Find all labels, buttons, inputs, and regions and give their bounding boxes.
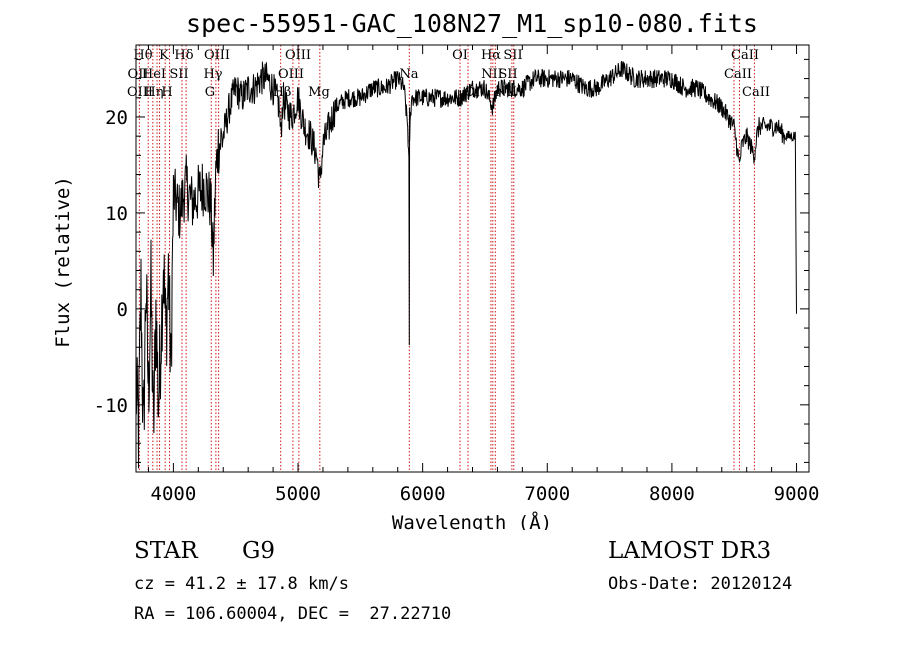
x-tick-label: 7000: [524, 483, 570, 505]
y-tick-label: 20: [105, 107, 128, 129]
spectrum-chart: 4000 5000 6000 7000 8000 9000 -10 0 10 20 Hθ K Hδ OI…: [52, 9, 820, 530]
line-label: CaII: [731, 48, 759, 63]
line-label: NII: [481, 67, 503, 82]
line-label: Hη: [144, 85, 163, 100]
line-label: Hγ: [203, 67, 222, 82]
line-label: Hδ: [174, 48, 193, 63]
line-label: OIII: [278, 67, 304, 82]
object-type: STAR: [134, 538, 198, 564]
line-label: SII: [498, 67, 517, 82]
line-label: NII: [495, 85, 517, 100]
x-tick-label: 9000: [774, 483, 820, 505]
x-tick-label: 8000: [649, 483, 695, 505]
spectrum-line: [135, 60, 797, 469]
spectrum-series: [135, 60, 797, 469]
spectral-line-markers: [138, 45, 755, 472]
line-label: OIII: [204, 48, 230, 63]
line-label: SII: [503, 48, 522, 63]
line-label: Mg: [308, 85, 330, 100]
line-label: Hα: [481, 48, 501, 63]
line-label: OI: [452, 48, 468, 63]
line-label: CaII: [724, 67, 752, 82]
line-label: G: [205, 85, 215, 100]
line-label: OII: [128, 67, 149, 82]
x-tick-label: 6000: [400, 483, 446, 505]
line-label: OIII: [127, 85, 153, 100]
line-label: Hβ: [273, 85, 292, 100]
plot-frame: [135, 44, 810, 473]
line-label: K: [159, 48, 169, 63]
line-label: H: [161, 85, 172, 100]
line-label: Hθ: [133, 48, 152, 63]
x-tick-label: 5000: [275, 483, 321, 505]
x-tick-label: 4000: [151, 483, 197, 505]
y-axis-label: Flux (relative): [52, 176, 74, 348]
survey-name: LAMOST DR3: [608, 538, 772, 564]
line-label: Na: [399, 67, 418, 82]
line-label: OIII: [285, 48, 311, 63]
chart-title: spec-55951-GAC_108N27_M1_sp10-080.fits: [186, 9, 758, 38]
line-label: HeI: [142, 67, 166, 82]
line-label: SII: [169, 67, 188, 82]
y-tick-label: 10: [105, 203, 128, 225]
y-tick-label: -10: [94, 395, 128, 417]
line-label: CaII: [742, 85, 770, 100]
redshift-cz: cz = 41.2 ± 17.8 km/s: [134, 574, 349, 594]
line-label: OI: [464, 85, 480, 100]
coordinates: RA = 106.60004, DEC = 27.22710: [134, 604, 452, 624]
observation-date: Obs-Date: 20120124: [608, 574, 793, 594]
object-subclass: G9: [242, 538, 276, 564]
x-axis-label: Wavelength (Å): [392, 511, 552, 530]
axis-ticks: 4000 5000 6000 7000 8000 9000 -10 0 10 20: [94, 45, 820, 505]
y-tick-label: 0: [117, 299, 128, 321]
